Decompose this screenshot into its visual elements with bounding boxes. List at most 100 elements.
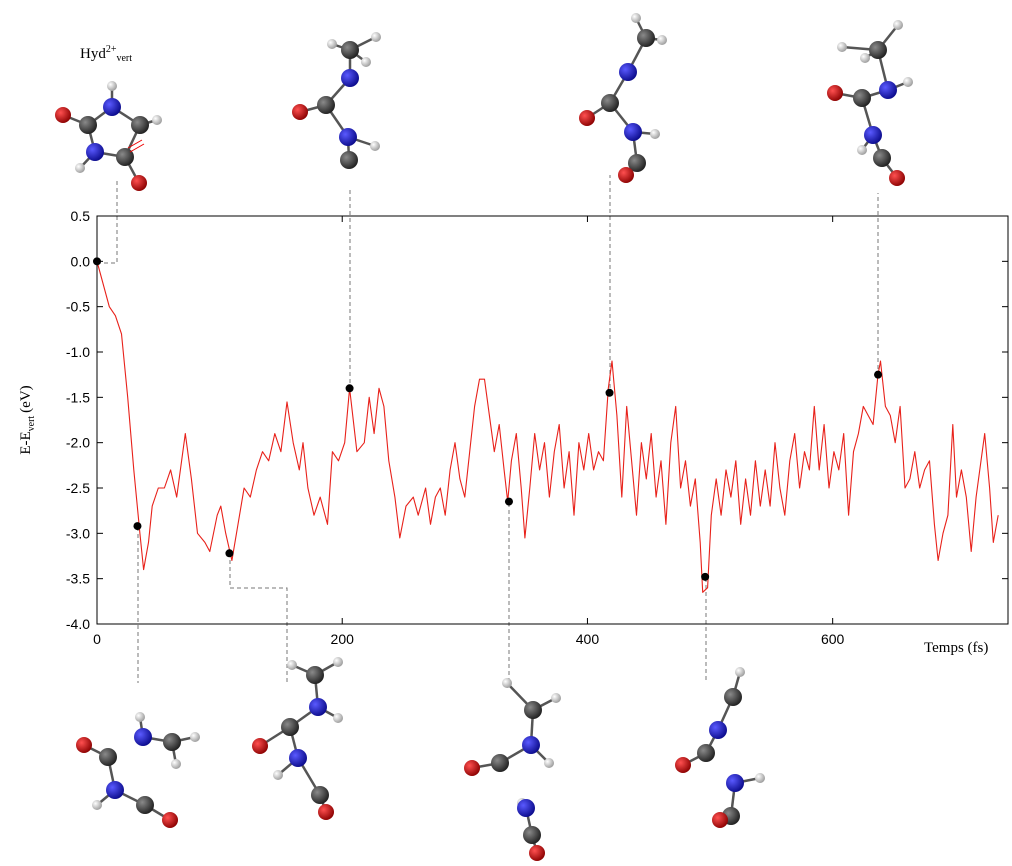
molecules: [55, 13, 913, 861]
atom: [709, 721, 727, 739]
energy-curve: [96, 261, 999, 593]
atom: [341, 69, 359, 87]
atom: [327, 39, 337, 49]
atom: [289, 749, 307, 767]
broken-bond: [127, 139, 143, 149]
connector: [97, 180, 118, 264]
atom: [190, 732, 200, 742]
atom: [735, 667, 745, 677]
snapshot-marker: [605, 388, 614, 397]
x-tick-label: 0: [93, 631, 101, 647]
atom: [631, 13, 641, 23]
atom: [628, 154, 646, 172]
atom: [79, 116, 97, 134]
atom: [517, 799, 535, 817]
y-tick-label: -2.0: [66, 435, 90, 451]
atom: [361, 57, 371, 67]
atom: [306, 666, 324, 684]
atom: [502, 678, 512, 688]
atom: [55, 107, 71, 123]
atom: [579, 110, 595, 126]
y-tick-label: -4.0: [66, 616, 90, 632]
y-label-sub: vert: [26, 416, 37, 432]
plot-frame: [96, 215, 1009, 625]
atom: [879, 81, 897, 99]
y-tick-label: -1.5: [66, 389, 90, 405]
molecule: [675, 667, 765, 828]
atom: [341, 41, 359, 59]
atom: [857, 145, 867, 155]
x-axis-label: Temps (fs): [924, 640, 988, 656]
atom: [837, 42, 847, 52]
atom: [75, 163, 85, 173]
atom: [551, 693, 561, 703]
atom: [544, 758, 554, 768]
atom: [889, 170, 905, 186]
atom: [116, 148, 134, 166]
atom: [726, 774, 744, 792]
atom: [163, 733, 181, 751]
atom: [287, 660, 297, 670]
atom: [903, 77, 913, 87]
atom: [333, 657, 343, 667]
atom: [370, 141, 380, 151]
atom: [333, 713, 343, 723]
x-tick-label: 200: [331, 631, 355, 647]
annotation: Hyd2+vert: [80, 44, 132, 64]
y-tick-label: -3.5: [66, 571, 90, 587]
atom: [464, 760, 480, 776]
atom: [131, 175, 147, 191]
atom: [76, 737, 92, 753]
x-tick-label: 400: [576, 631, 600, 647]
atom: [339, 128, 357, 146]
molecule: [579, 13, 667, 183]
atom: [135, 712, 145, 722]
y-tick-label: -1.0: [66, 344, 90, 360]
atom: [103, 98, 121, 116]
atom: [524, 701, 542, 719]
atom: [853, 89, 871, 107]
y-tick-label: 0.5: [71, 208, 91, 224]
atom: [136, 796, 154, 814]
atom: [281, 718, 299, 736]
y-label-unit: (eV): [18, 385, 34, 412]
atom: [106, 781, 124, 799]
snapshot-marker: [345, 384, 354, 393]
atom: [618, 167, 634, 183]
connector: [229, 553, 288, 683]
molecule: [827, 20, 913, 186]
atom: [650, 129, 660, 139]
snapshot-marker: [874, 370, 883, 379]
molecule: [55, 81, 162, 191]
atom: [92, 800, 102, 810]
snapshot-marker: [133, 522, 142, 531]
broken-bond: [129, 143, 145, 153]
atom: [860, 53, 870, 63]
atom: [273, 770, 283, 780]
snapshot-marker: [504, 497, 513, 506]
atom: [619, 63, 637, 81]
atom: [712, 812, 728, 828]
atom: [827, 85, 843, 101]
atom: [171, 759, 181, 769]
atom: [317, 96, 335, 114]
atom: [491, 754, 509, 772]
atom: [724, 688, 742, 706]
annotation-main: Hyd: [80, 46, 106, 62]
atom: [697, 744, 715, 762]
molecule: [76, 712, 200, 828]
atom: [675, 757, 691, 773]
annotation-sup: 2+: [106, 44, 117, 55]
snapshot-marker: [225, 549, 234, 558]
atom: [522, 736, 540, 754]
molecule: [464, 678, 561, 861]
atom: [869, 41, 887, 59]
atom: [107, 81, 117, 91]
atom: [523, 826, 541, 844]
atom: [893, 20, 903, 30]
atom: [152, 115, 162, 125]
atom: [529, 845, 545, 861]
snapshot-marker: [701, 572, 710, 581]
y-tick-label: -2.5: [66, 480, 90, 496]
plot: 0.5 0.0 -0.5 -1.0 -1.5 -2.0 -2.5 -3.0 -3.5 -4.00 2…: [66, 208, 1009, 647]
